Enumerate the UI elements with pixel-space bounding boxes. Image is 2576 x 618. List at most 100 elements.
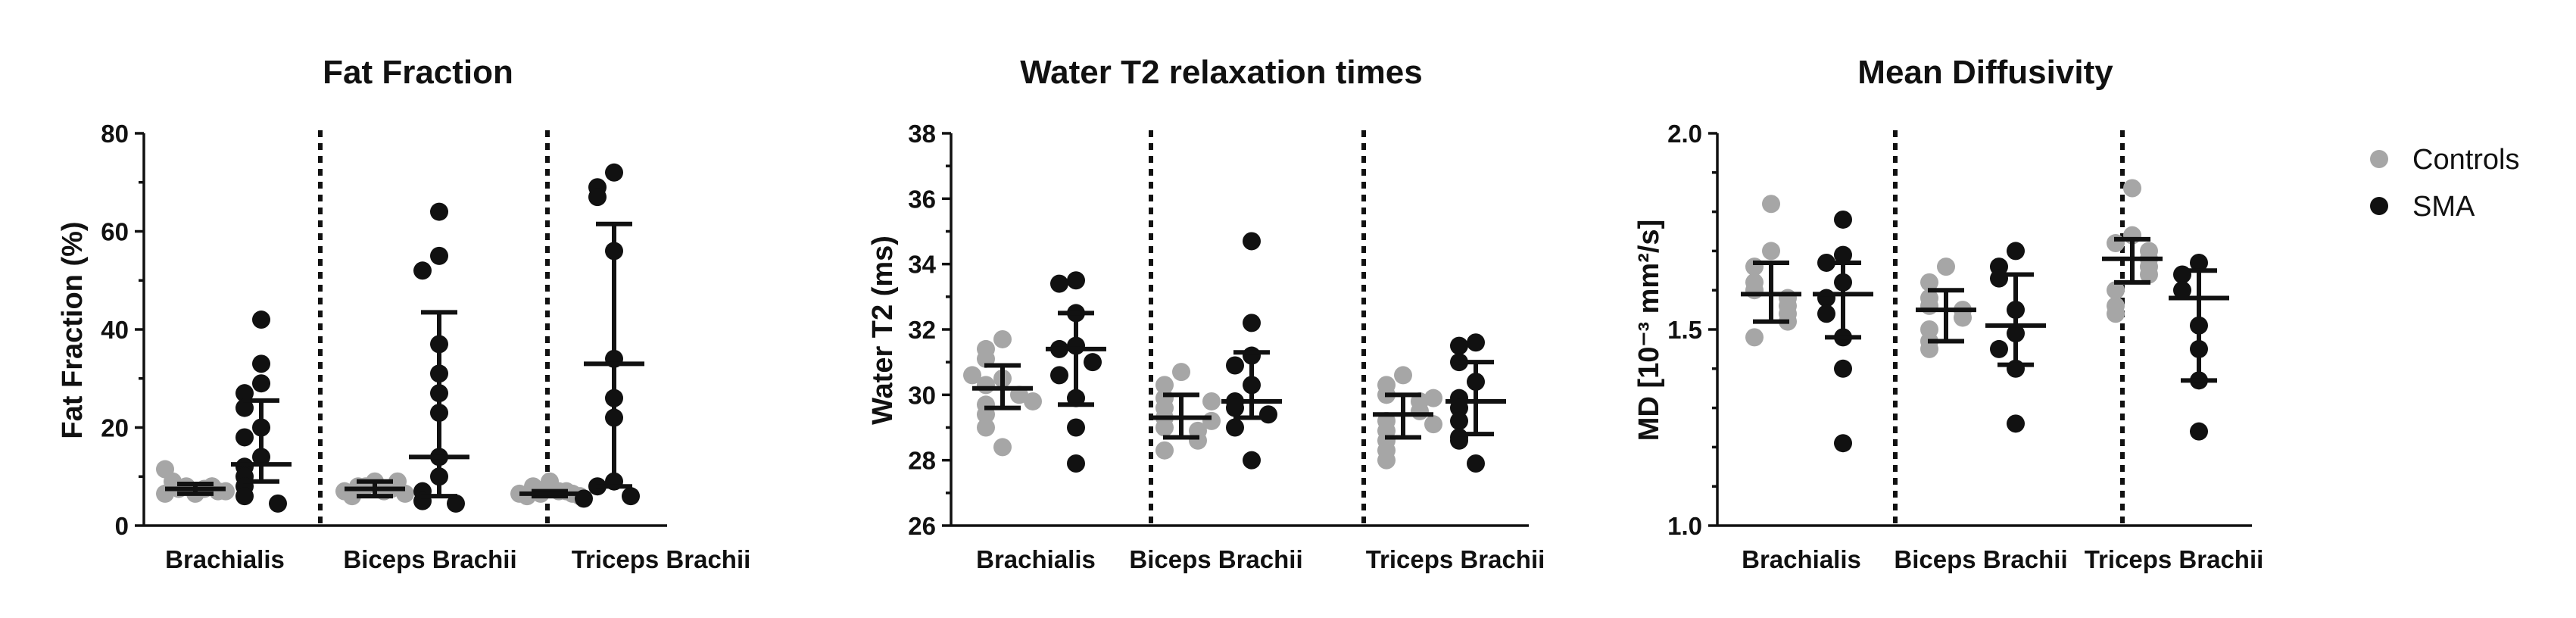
water-t2-panel: Water T2 relaxation times Water T2 (ms) … bbox=[867, 54, 1545, 573]
sma-point bbox=[2007, 414, 2025, 433]
y-tick-label: 80 bbox=[101, 120, 129, 148]
controls-point bbox=[963, 366, 981, 385]
controls-point bbox=[1377, 451, 1396, 470]
sma-point bbox=[2190, 253, 2208, 272]
category-label: Biceps Brachii bbox=[343, 545, 516, 573]
y-axis-label: Fat Fraction (%) bbox=[57, 221, 89, 439]
sma-point bbox=[2173, 265, 2191, 284]
controls-point bbox=[2107, 234, 2125, 253]
controls-point bbox=[1424, 415, 1442, 434]
sma-point bbox=[430, 202, 448, 221]
sma-point bbox=[1050, 366, 1068, 385]
y-tick-label: 36 bbox=[908, 185, 936, 213]
controls-point bbox=[2107, 304, 2125, 323]
legend-sma-label: SMA bbox=[2412, 191, 2475, 223]
sma-point bbox=[1817, 304, 1835, 323]
sma-point bbox=[1834, 434, 1852, 453]
controls-point bbox=[1920, 339, 1938, 358]
controls-point bbox=[2140, 265, 2158, 284]
mean-diffusivity-panel: Mean Diffusivity MD [10⁻³ mm²/s] 1.0 1.5 2… bbox=[1633, 54, 2263, 573]
controls-point bbox=[993, 329, 1012, 348]
controls-point bbox=[1745, 328, 1764, 347]
y-tick-label: 2.0 bbox=[1667, 120, 1702, 148]
y-tick-label: 0 bbox=[115, 512, 129, 540]
sma-point bbox=[1050, 274, 1068, 293]
category-label: Biceps Brachii bbox=[1129, 545, 1302, 573]
category-label: Brachialis bbox=[976, 545, 1096, 573]
sma-point bbox=[252, 354, 270, 373]
controls-point bbox=[1155, 376, 1174, 395]
controls-point bbox=[2123, 179, 2141, 198]
y-axis-label: MD [10⁻³ mm²/s] bbox=[1633, 220, 1665, 441]
controls-point bbox=[993, 438, 1012, 457]
sma-point bbox=[2190, 422, 2208, 441]
sma-point bbox=[1243, 232, 1261, 251]
controls-point bbox=[1745, 258, 1764, 276]
controls-point bbox=[1762, 195, 1780, 214]
sma-point bbox=[2007, 242, 2025, 261]
sma-point bbox=[235, 428, 254, 447]
fat-fraction-panel: Fat Fraction Fat Fraction (%) 0 20 40 60 80 B… bbox=[57, 54, 750, 573]
controls-point bbox=[1024, 392, 1042, 410]
sma-point bbox=[1226, 418, 1244, 437]
y-tick-label: 20 bbox=[101, 414, 129, 442]
y-tick-label: 34 bbox=[908, 251, 936, 279]
controls-point bbox=[1155, 418, 1174, 437]
sma-point bbox=[1243, 314, 1261, 332]
legend-controls-label: Controls bbox=[2412, 144, 2520, 176]
sma-point bbox=[447, 494, 465, 513]
controls-point bbox=[1920, 273, 1938, 292]
sma-point bbox=[588, 188, 607, 207]
sma-point bbox=[1450, 411, 1468, 430]
controls-point bbox=[977, 418, 995, 437]
sma-point bbox=[430, 246, 448, 265]
sma-point bbox=[235, 487, 254, 506]
controls-point bbox=[1155, 441, 1174, 460]
legend-controls-marker bbox=[2370, 150, 2388, 168]
sma-point bbox=[252, 374, 270, 393]
y-tick-label: 60 bbox=[101, 218, 129, 246]
y-tick-label: 32 bbox=[908, 316, 936, 344]
sma-point bbox=[1259, 405, 1277, 424]
sma-point bbox=[1817, 289, 1835, 307]
controls-point bbox=[1745, 281, 1764, 300]
sma-point bbox=[1467, 333, 1485, 352]
legend: Controls SMA bbox=[2370, 144, 2520, 223]
controls-point bbox=[1202, 411, 1221, 430]
y-tick-label: 38 bbox=[908, 120, 936, 148]
category-label: Triceps Brachii bbox=[2085, 545, 2264, 573]
chart-title: Water T2 relaxation times bbox=[1020, 54, 1422, 91]
sma-point bbox=[1450, 336, 1468, 355]
y-tick-label: 26 bbox=[908, 512, 936, 540]
controls-point bbox=[1189, 431, 1207, 450]
y-tick-label: 30 bbox=[908, 381, 936, 409]
chart-title: Fat Fraction bbox=[323, 54, 513, 91]
sma-point bbox=[1834, 245, 1852, 264]
controls-point bbox=[156, 460, 174, 479]
y-tick-label: 28 bbox=[908, 447, 936, 475]
sma-point bbox=[1834, 210, 1852, 229]
sma-point bbox=[1226, 356, 1244, 375]
sma-point bbox=[1067, 271, 1085, 290]
y-axis-label: Water T2 (ms) bbox=[867, 236, 899, 425]
sma-point bbox=[1067, 418, 1085, 437]
sma-point bbox=[235, 384, 254, 403]
sma-point bbox=[1990, 269, 2008, 288]
sma-point bbox=[1834, 359, 1852, 378]
sma-point bbox=[1243, 451, 1261, 470]
sma-point bbox=[1990, 339, 2008, 358]
category-label: Triceps Brachii bbox=[572, 545, 751, 573]
controls-point bbox=[1394, 366, 1412, 385]
sma-point bbox=[269, 494, 287, 513]
category-label: Biceps Brachii bbox=[1894, 545, 2067, 573]
controls-point bbox=[1202, 392, 1221, 410]
controls-point bbox=[1172, 363, 1190, 382]
category-label: Brachialis bbox=[165, 545, 285, 573]
controls-point bbox=[1411, 401, 1429, 420]
category-label: Triceps Brachii bbox=[1366, 545, 1545, 573]
sma-point bbox=[605, 163, 623, 182]
y-tick-label: 1.5 bbox=[1667, 316, 1702, 344]
controls-point bbox=[1762, 242, 1780, 261]
y-tick-label: 40 bbox=[101, 316, 129, 344]
